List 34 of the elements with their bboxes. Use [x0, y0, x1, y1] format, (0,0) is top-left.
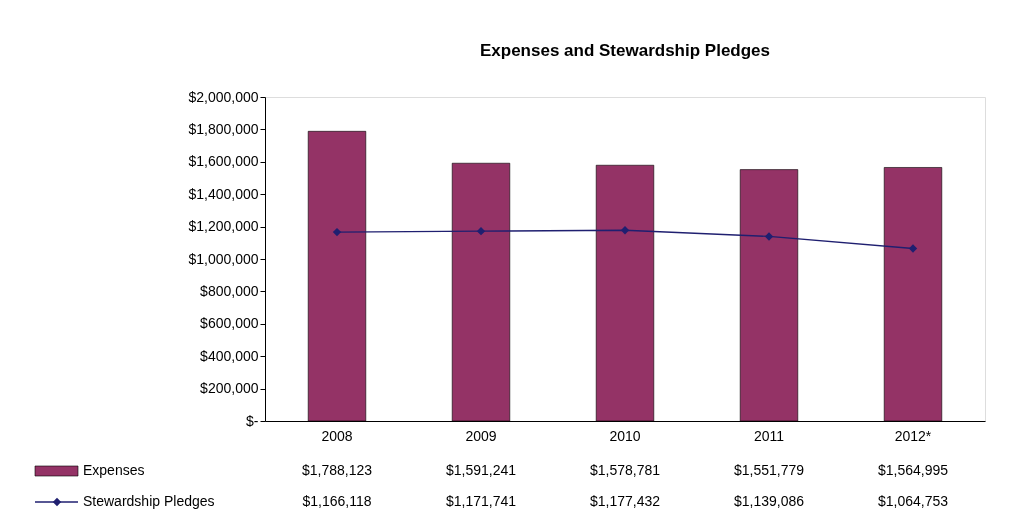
point	[764, 232, 774, 241]
data-label: $1,171,741	[445, 493, 517, 509]
data-label: $1,177,432	[589, 493, 661, 509]
x-tick-label: 2011	[753, 427, 785, 444]
point	[476, 226, 486, 236]
y-tick-label: $600,000	[200, 315, 259, 332]
data-label: $1,591,241	[445, 462, 517, 478]
y-tick-label: $1,800,000	[188, 120, 259, 137]
data-label: $1,788,123	[301, 462, 373, 478]
y-tick-label: $800,000	[200, 282, 259, 299]
y-tick-label: $1,400,000	[188, 185, 259, 202]
y-tick-label: $2,000,000	[188, 88, 259, 105]
chart-title: Expenses and Stewardship Pledges	[479, 41, 771, 60]
y-tick-label: $1,000,000	[188, 250, 259, 267]
data-label: $1,139,086	[733, 493, 805, 509]
point	[332, 227, 342, 237]
data-label: $1,064,753	[877, 493, 949, 509]
y-tick-label: $1,600,000	[188, 153, 259, 170]
y-tick-label: $-	[246, 412, 259, 429]
x-tick-label: 2012*	[894, 427, 932, 444]
y-tick-label: $400,000	[200, 347, 259, 364]
data-label: $1,564,995	[877, 462, 949, 478]
legend-label: Stewardship Pledges	[83, 493, 215, 509]
x-tick-label: 2008	[321, 427, 353, 444]
point	[620, 226, 630, 235]
x-tick-label: 2010	[609, 427, 641, 444]
data-label: $1,551,779	[733, 462, 805, 478]
y-tick-label: $1,200,000	[188, 218, 259, 235]
legend-label: Expenses	[83, 462, 145, 478]
data-label: $1,578,781	[589, 462, 661, 478]
data-label: $1,166,118	[302, 493, 372, 509]
x-tick-label: 2009	[465, 427, 497, 444]
point	[908, 244, 918, 253]
y-tick-label: $200,000	[200, 380, 259, 397]
